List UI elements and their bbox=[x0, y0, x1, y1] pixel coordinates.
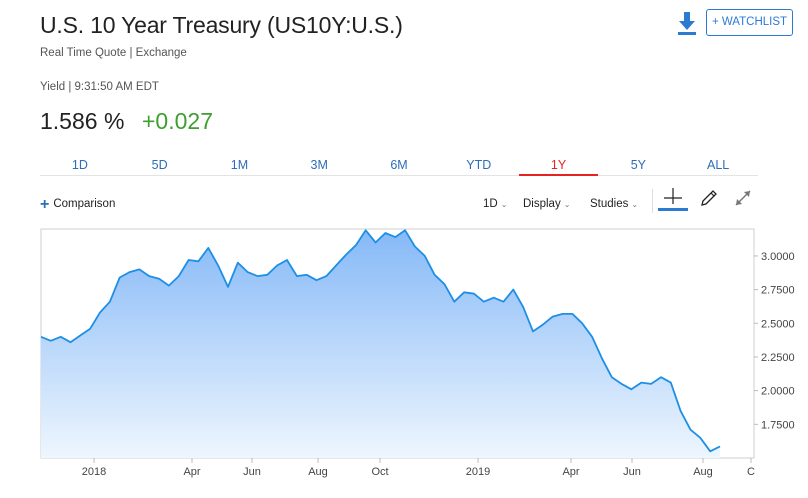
chevron-down-icon: ⌄ bbox=[500, 200, 508, 209]
chevron-down-icon: ⌄ bbox=[563, 200, 571, 209]
tab-6m[interactable]: 6M bbox=[390, 158, 408, 172]
x-axis: 2018 Apr Jun Aug Oct 2019 Apr Jun Aug C bbox=[82, 458, 755, 478]
y-tick-label: 2.2500 bbox=[761, 352, 795, 364]
crosshair-icon[interactable] bbox=[658, 187, 688, 211]
page-title: U.S. 10 Year Treasury (US10Y:U.S.) bbox=[40, 12, 403, 38]
x-tick-label: C bbox=[747, 466, 755, 478]
x-tick-label: Jun bbox=[623, 466, 641, 478]
display-label: Display bbox=[523, 198, 561, 210]
x-tick-label: Apr bbox=[562, 466, 579, 478]
x-tick-label: Jun bbox=[243, 466, 261, 478]
yield-chart[interactable]: 3.0000 2.7500 2.5000 2.2500 2.0000 1.7500 201… bbox=[40, 228, 808, 494]
tab-1m[interactable]: 1M bbox=[230, 158, 249, 172]
y-tick-label: 2.7500 bbox=[761, 285, 795, 297]
yield-line bbox=[40, 229, 721, 453]
active-tool-indicator bbox=[658, 208, 688, 211]
x-tick-label: 2019 bbox=[466, 466, 490, 478]
tab-1d[interactable]: 1D bbox=[71, 158, 88, 172]
quote-source: Real Time Quote | Exchange bbox=[40, 47, 187, 59]
expand-icon[interactable] bbox=[732, 187, 754, 209]
x-tick-label: Oct bbox=[371, 466, 388, 478]
studies-dropdown[interactable]: Studies ⌄ bbox=[590, 198, 638, 210]
comparison-label: Comparison bbox=[53, 198, 116, 210]
toolbar-divider bbox=[652, 189, 653, 213]
tab-all[interactable]: ALL bbox=[707, 158, 730, 172]
y-tick-label: 2.5000 bbox=[761, 318, 795, 330]
tab-3m[interactable]: 3M bbox=[310, 158, 328, 172]
tab-5y[interactable]: 5Y bbox=[630, 158, 646, 172]
last-price: 1.586 % bbox=[40, 108, 125, 134]
x-tick-label: Apr bbox=[183, 466, 200, 478]
comparison-button[interactable]: + Comparison bbox=[40, 196, 115, 214]
y-tick-label: 1.7500 bbox=[761, 419, 795, 431]
pencil-icon[interactable] bbox=[698, 187, 720, 209]
time-range-tabs: 1D 5D 1M 3M 6M YTD 1Y 5Y ALL bbox=[40, 150, 758, 176]
interval-dropdown[interactable]: 1D ⌄ bbox=[483, 198, 507, 210]
price-change: +0.027 bbox=[142, 108, 213, 134]
x-tick-label: 2018 bbox=[82, 466, 106, 478]
interval-label: 1D bbox=[483, 198, 498, 210]
x-tick-label: Aug bbox=[693, 466, 713, 478]
y-tick-label: 2.0000 bbox=[761, 386, 795, 398]
tab-5d[interactable]: 5D bbox=[151, 158, 168, 172]
display-dropdown[interactable]: Display ⌄ bbox=[523, 198, 570, 210]
download-icon[interactable] bbox=[676, 10, 698, 36]
y-axis: 3.0000 2.7500 2.5000 2.2500 2.0000 1.7500 bbox=[754, 251, 795, 431]
add-to-watchlist-button[interactable]: + WATCHLIST bbox=[706, 9, 793, 36]
area-fill bbox=[41, 230, 720, 458]
x-tick-label: Aug bbox=[308, 466, 328, 478]
studies-label: Studies bbox=[590, 198, 629, 210]
plus-icon: + bbox=[40, 196, 50, 213]
chevron-down-icon: ⌄ bbox=[631, 200, 639, 209]
tab-ytd[interactable]: YTD bbox=[466, 158, 492, 172]
y-tick-label: 3.0000 bbox=[761, 251, 795, 263]
tab-1y[interactable]: 1Y bbox=[518, 150, 599, 176]
yield-timestamp: Yield | 9:31:50 AM EDT bbox=[40, 81, 159, 93]
